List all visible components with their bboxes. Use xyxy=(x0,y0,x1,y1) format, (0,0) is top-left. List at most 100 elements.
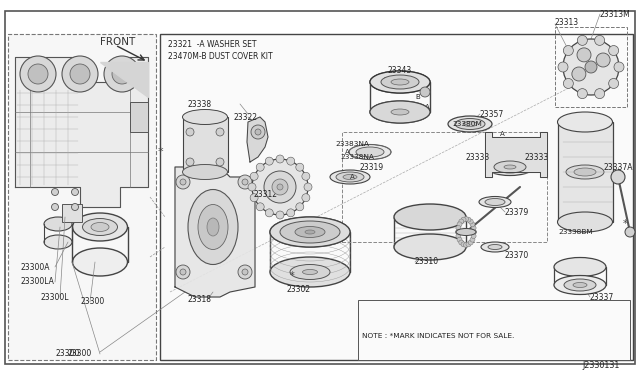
Circle shape xyxy=(266,209,273,217)
Circle shape xyxy=(272,179,288,195)
Circle shape xyxy=(251,125,265,139)
Ellipse shape xyxy=(381,75,419,89)
Ellipse shape xyxy=(564,279,596,291)
Circle shape xyxy=(609,45,619,55)
Bar xyxy=(342,132,547,242)
Bar xyxy=(130,102,148,132)
Circle shape xyxy=(596,53,610,67)
Circle shape xyxy=(186,158,194,166)
Circle shape xyxy=(287,209,294,217)
Text: 23337A: 23337A xyxy=(604,163,633,171)
Circle shape xyxy=(457,222,462,227)
Ellipse shape xyxy=(305,230,315,234)
Ellipse shape xyxy=(394,234,466,260)
Text: 23370: 23370 xyxy=(505,251,529,260)
Circle shape xyxy=(614,62,624,72)
Ellipse shape xyxy=(370,71,430,93)
Circle shape xyxy=(252,159,308,215)
Text: 23313: 23313 xyxy=(555,17,579,26)
Text: 23312: 23312 xyxy=(253,189,277,199)
Ellipse shape xyxy=(330,170,370,184)
Polygon shape xyxy=(485,132,547,177)
Ellipse shape xyxy=(270,217,350,247)
Text: B: B xyxy=(378,104,383,110)
Circle shape xyxy=(466,242,471,247)
Circle shape xyxy=(563,78,573,89)
Text: 23300LA: 23300LA xyxy=(20,278,54,286)
Circle shape xyxy=(176,175,190,189)
Circle shape xyxy=(470,237,475,242)
Circle shape xyxy=(459,219,464,224)
Circle shape xyxy=(180,179,186,185)
Polygon shape xyxy=(175,167,255,297)
Circle shape xyxy=(180,269,186,275)
Circle shape xyxy=(463,243,468,247)
Ellipse shape xyxy=(303,269,317,275)
Circle shape xyxy=(255,129,261,135)
Ellipse shape xyxy=(485,199,505,205)
Text: A: A xyxy=(425,104,429,110)
Text: A: A xyxy=(350,174,355,180)
Circle shape xyxy=(468,240,473,245)
Circle shape xyxy=(276,211,284,219)
Circle shape xyxy=(276,155,284,163)
Ellipse shape xyxy=(370,101,430,123)
Ellipse shape xyxy=(182,164,227,180)
Ellipse shape xyxy=(566,165,604,179)
Ellipse shape xyxy=(455,119,485,129)
Ellipse shape xyxy=(391,79,409,85)
Ellipse shape xyxy=(463,122,477,126)
Ellipse shape xyxy=(356,147,384,157)
Circle shape xyxy=(28,64,48,84)
Text: 23380M: 23380M xyxy=(452,121,482,127)
Ellipse shape xyxy=(370,101,430,123)
Ellipse shape xyxy=(336,172,364,182)
Text: 23300L: 23300L xyxy=(40,292,68,301)
Circle shape xyxy=(250,172,258,180)
Circle shape xyxy=(112,64,132,84)
Ellipse shape xyxy=(486,158,534,176)
Text: 23338: 23338 xyxy=(188,99,212,109)
Circle shape xyxy=(176,265,190,279)
Text: 23383NA: 23383NA xyxy=(335,141,369,147)
Text: *: * xyxy=(623,219,627,229)
Circle shape xyxy=(456,234,461,238)
Text: 23300: 23300 xyxy=(55,350,79,359)
Circle shape xyxy=(70,64,90,84)
Polygon shape xyxy=(247,117,268,162)
Bar xyxy=(62,204,82,222)
Text: 23338NA: 23338NA xyxy=(340,154,374,160)
Circle shape xyxy=(457,237,462,242)
Ellipse shape xyxy=(479,196,511,208)
Circle shape xyxy=(595,35,605,45)
Bar xyxy=(558,122,613,222)
Circle shape xyxy=(51,203,58,211)
Circle shape xyxy=(277,184,283,190)
Circle shape xyxy=(472,230,477,234)
Circle shape xyxy=(572,67,586,81)
Ellipse shape xyxy=(391,109,409,115)
Circle shape xyxy=(577,35,588,45)
Ellipse shape xyxy=(488,244,502,250)
Ellipse shape xyxy=(290,264,330,279)
Circle shape xyxy=(595,89,605,99)
Ellipse shape xyxy=(574,168,596,176)
Bar xyxy=(8,34,156,360)
Ellipse shape xyxy=(207,218,219,236)
Circle shape xyxy=(563,39,619,95)
Ellipse shape xyxy=(481,242,509,252)
Circle shape xyxy=(20,56,56,92)
Circle shape xyxy=(51,189,58,196)
Polygon shape xyxy=(100,62,148,97)
Ellipse shape xyxy=(83,218,118,235)
Circle shape xyxy=(216,128,224,136)
Text: A: A xyxy=(345,149,349,155)
Circle shape xyxy=(468,219,473,224)
Text: FRONT: FRONT xyxy=(100,37,135,47)
Ellipse shape xyxy=(554,276,606,295)
Circle shape xyxy=(461,217,466,222)
Text: 23321  -A WASHER SET: 23321 -A WASHER SET xyxy=(168,39,257,48)
Circle shape xyxy=(248,183,256,191)
Circle shape xyxy=(216,158,224,166)
Ellipse shape xyxy=(370,71,430,93)
